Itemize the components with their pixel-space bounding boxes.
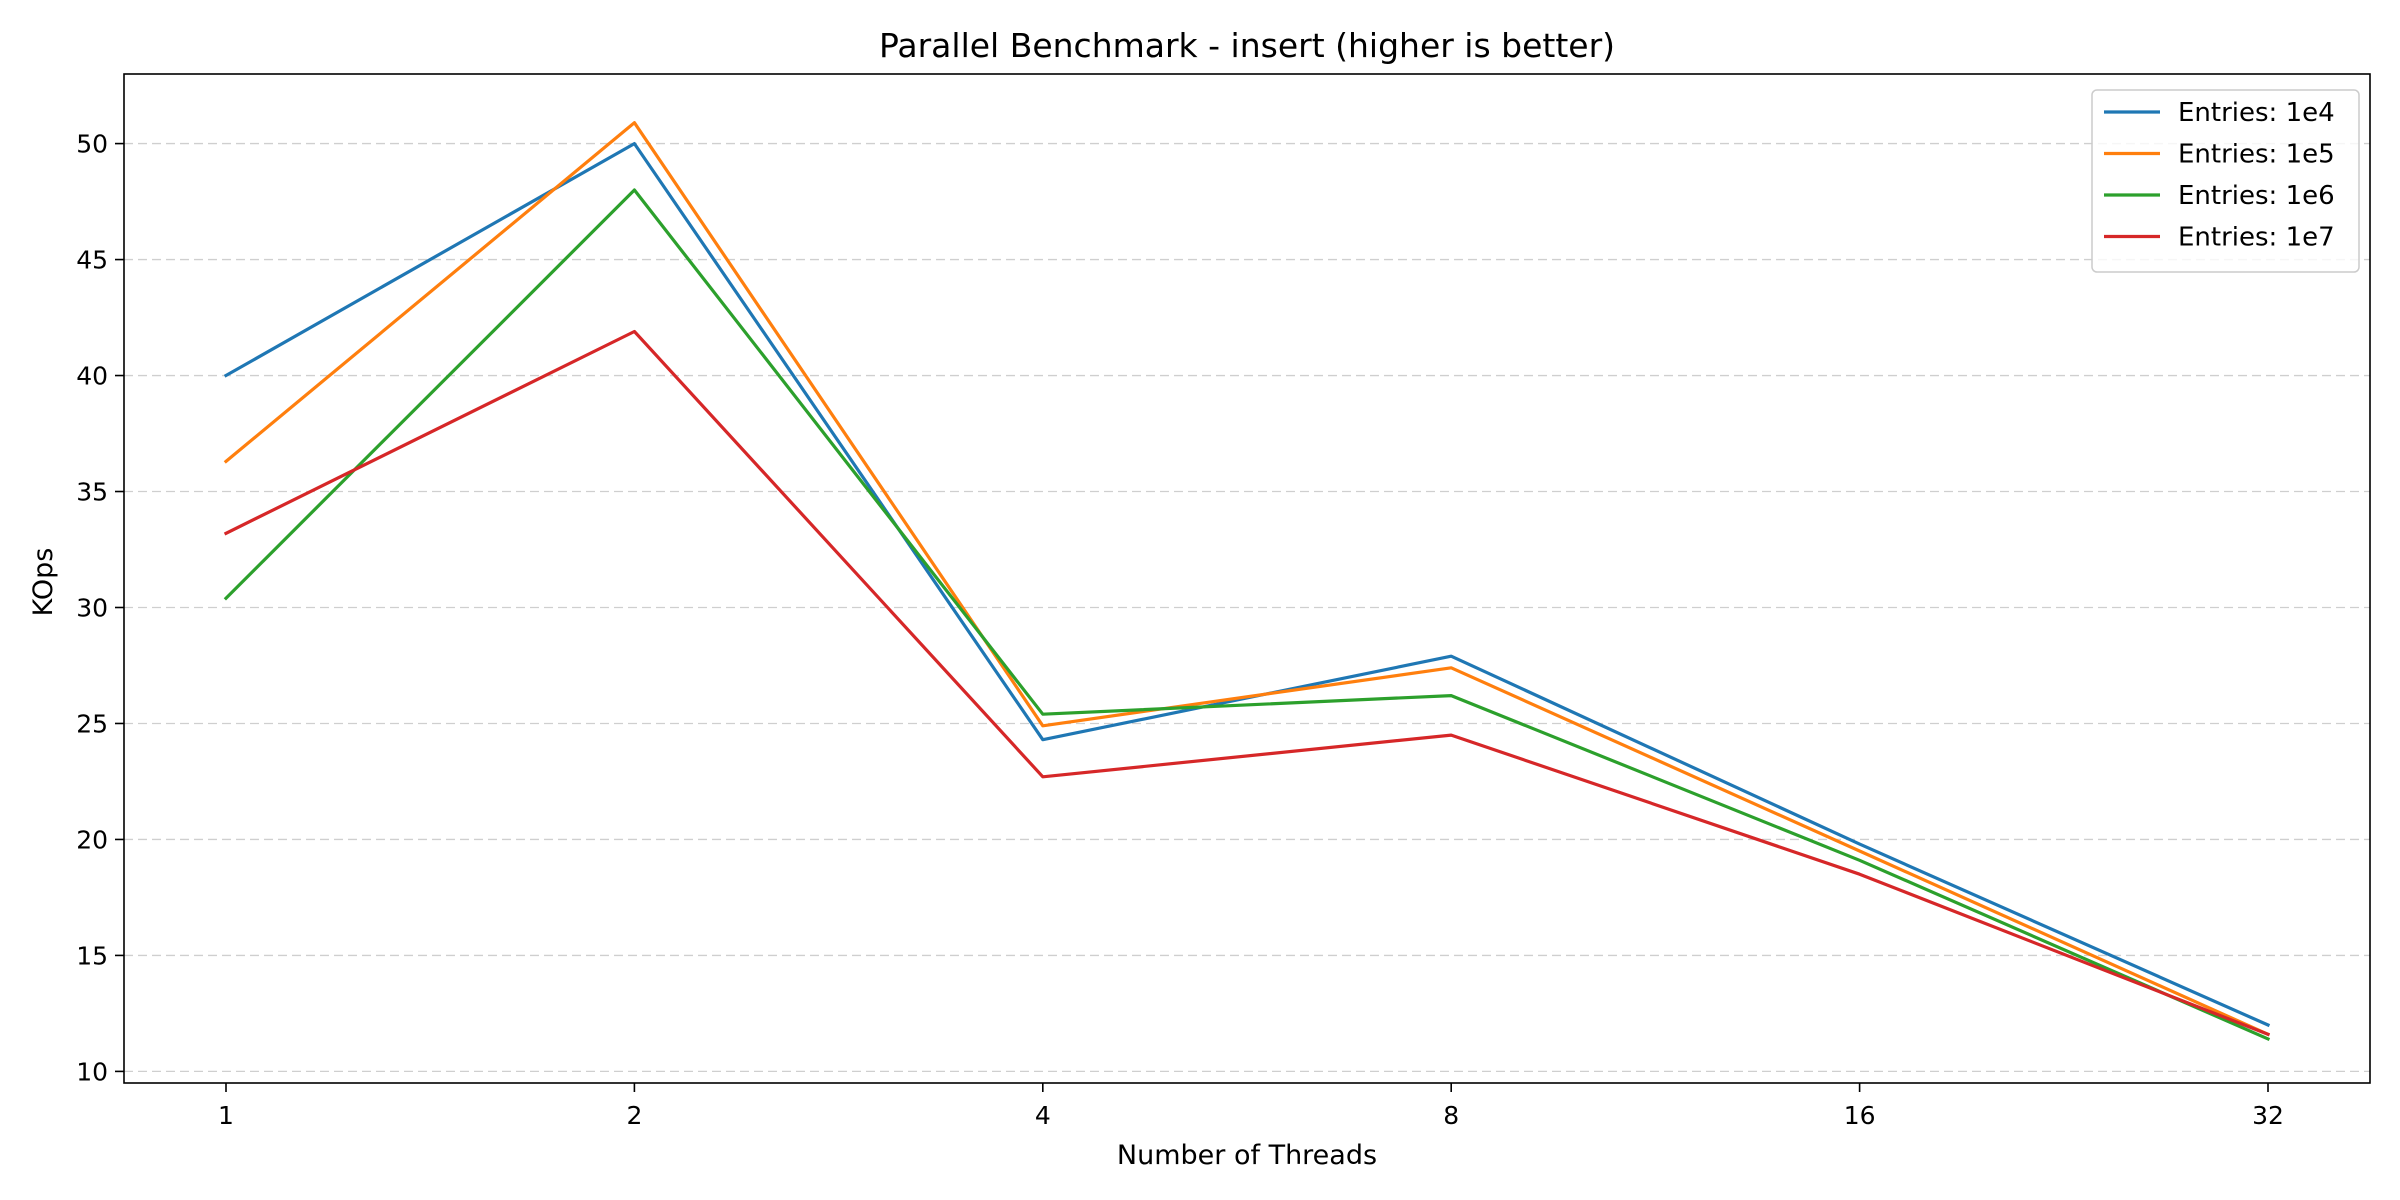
y-tick-label: 25: [76, 709, 108, 738]
legend-label: Entries: 1e5: [2178, 140, 2335, 170]
x-axis-title: Number of Threads: [1117, 1140, 1377, 1171]
y-tick-label: 15: [76, 941, 108, 970]
legend-label: Entries: 1e4: [2178, 98, 2335, 128]
x-tick-label: 8: [1443, 1101, 1459, 1130]
series-lines: [223, 121, 2271, 1042]
y-tick-label: 30: [76, 593, 108, 622]
x-tick-label: 16: [1844, 1101, 1876, 1130]
chart-title: Parallel Benchmark - insert (higher is b…: [879, 26, 1615, 65]
legend-label: Entries: 1e6: [2178, 181, 2335, 211]
series-line-3: [223, 188, 2271, 1042]
series-line-4: [223, 329, 2271, 1037]
axis-ticks: 10 15 20 25 30 35 40 45 50 1 2 4 8 16 32: [76, 130, 2284, 1130]
x-tick-label: 4: [1035, 1101, 1051, 1130]
x-tick-label: 1: [218, 1101, 234, 1130]
y-tick-label: 10: [76, 1057, 108, 1086]
y-tick-label: 50: [76, 130, 108, 159]
plot-frame: [123, 73, 2371, 1084]
y-tick-label: 45: [76, 246, 108, 275]
y-tick-label: 35: [76, 478, 108, 507]
x-tick-label: 2: [626, 1101, 642, 1130]
grid-lines: [124, 142, 2370, 1073]
series-line-2: [223, 121, 2271, 1037]
x-tick-label: 32: [2252, 1101, 2284, 1130]
legend-box: [2091, 89, 2360, 273]
y-tick-label: 40: [76, 362, 108, 391]
y-axis-title: KOps: [28, 548, 59, 617]
legend: Entries: 1e4 Entries: 1e5 Entries: 1e6 Entr…: [2091, 89, 2360, 273]
legend-label: Entries: 1e7: [2178, 223, 2335, 253]
series-line-1: [223, 142, 2271, 1028]
y-tick-label: 20: [76, 825, 108, 854]
